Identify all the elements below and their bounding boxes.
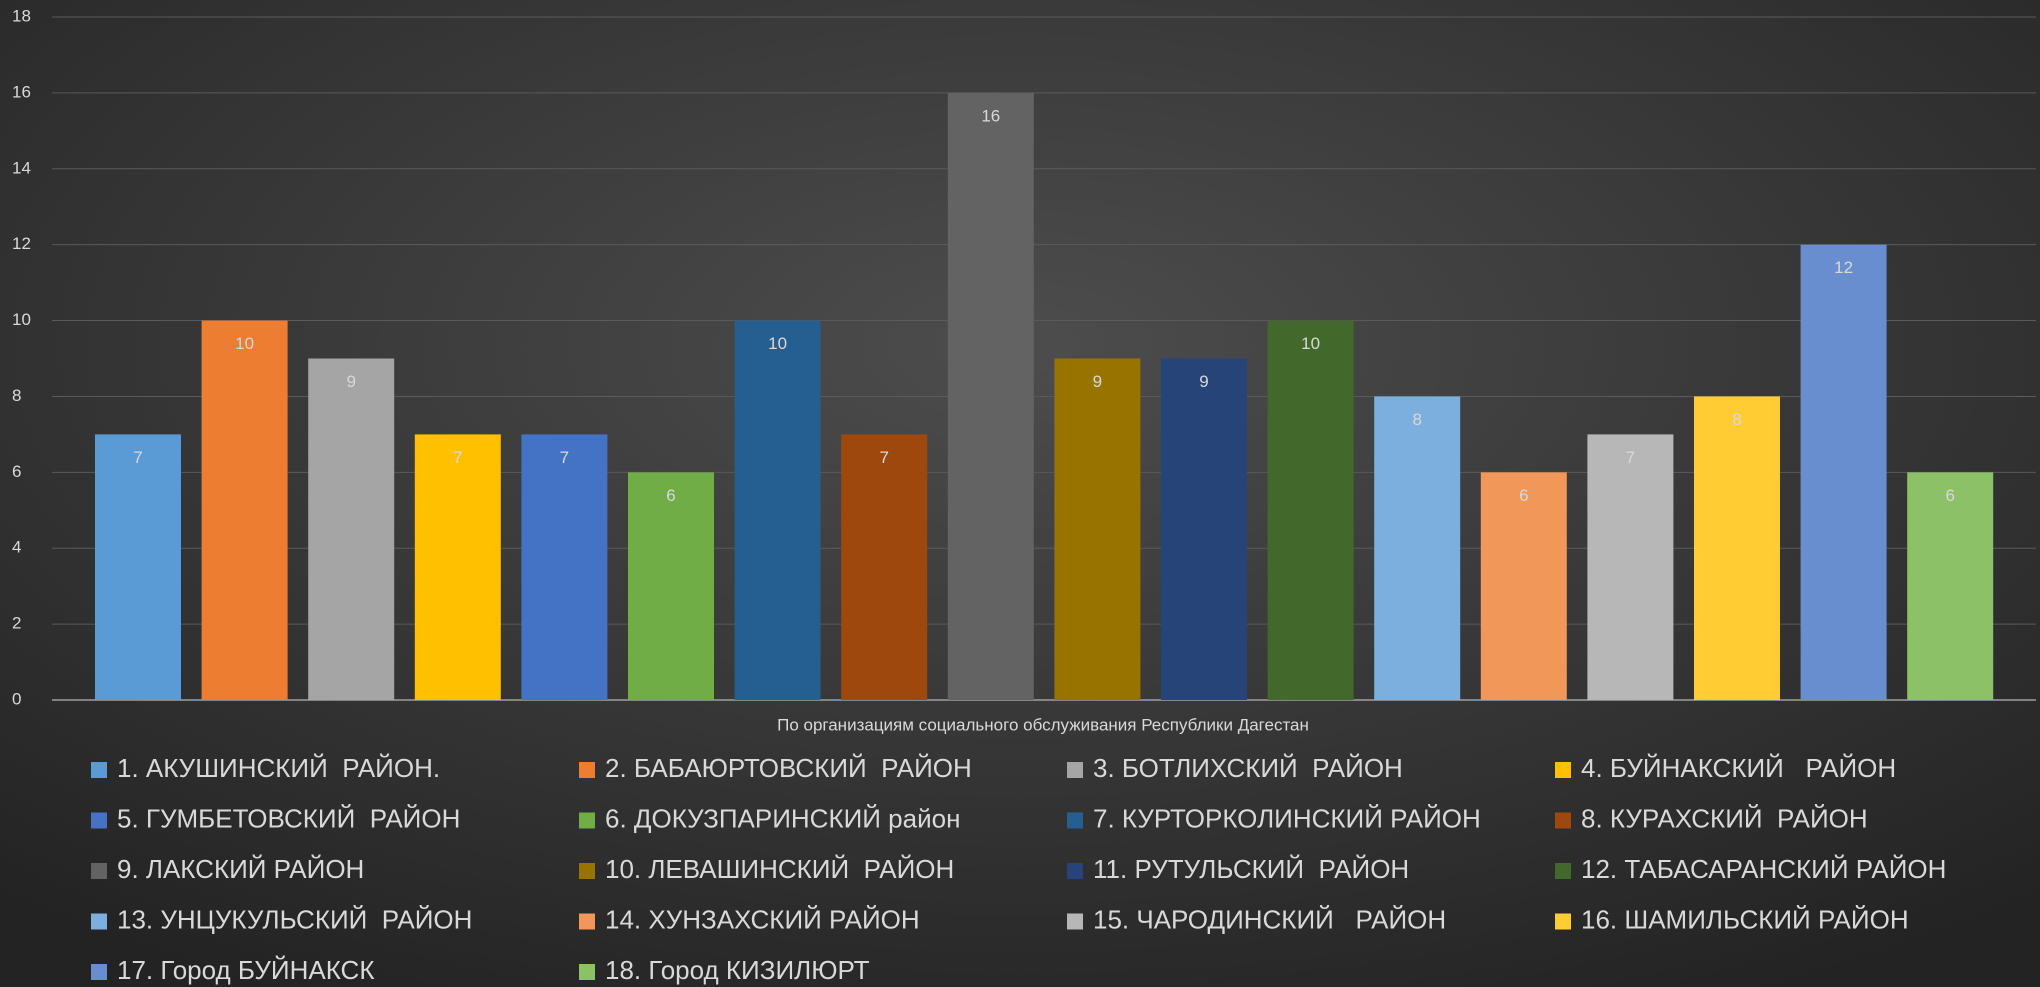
data-label: 8 — [1732, 410, 1741, 429]
data-label: 6 — [1519, 486, 1528, 505]
legend-swatch — [91, 913, 107, 930]
data-label: 9 — [346, 372, 355, 391]
y-tick-label: 16 — [12, 82, 31, 101]
bar — [1587, 434, 1674, 700]
legend-swatch — [1555, 863, 1571, 879]
legend-swatch — [91, 863, 107, 879]
y-tick-label: 6 — [12, 462, 21, 481]
data-label: 16 — [981, 106, 1000, 125]
bar — [1694, 396, 1780, 700]
legend-swatch — [1555, 812, 1571, 829]
legend-label: 8. КУРАХСКИЙ РАЙОН — [1581, 803, 1868, 833]
data-label: 6 — [1945, 486, 1954, 505]
data-label: 7 — [879, 448, 888, 467]
y-tick-label: 2 — [12, 614, 21, 633]
legend-swatch — [1067, 863, 1083, 879]
legend-label: 4. БУЙНАКСКИЙ РАЙОН — [1581, 753, 1896, 783]
legend-label: 17. Город БУЙНАКСК — [117, 955, 374, 985]
legend-swatch — [579, 863, 595, 879]
y-tick-label: 12 — [12, 234, 31, 253]
legend-label: 6. ДОКУЗПАРИНСКИЙ район — [605, 803, 960, 833]
bar — [947, 92, 1034, 700]
legend-label: 9. ЛАКСКИЙ РАЙОН — [117, 854, 364, 884]
bar — [1800, 244, 1887, 700]
data-label: 9 — [1093, 372, 1102, 391]
data-label: 10 — [235, 334, 254, 353]
bar — [734, 320, 821, 700]
legend-swatch — [579, 812, 595, 829]
legend-label: 13. УНЦУКУЛЬСКИЙ РАЙОН — [117, 904, 472, 934]
data-label: 9 — [1199, 372, 1208, 391]
legend-label: 18. Город КИЗИЛЮРТ — [605, 955, 870, 985]
data-label: 10 — [768, 334, 787, 353]
legend-swatch — [1555, 913, 1571, 930]
bar — [841, 434, 928, 700]
legend-swatch — [91, 812, 107, 829]
y-tick-label: 14 — [12, 158, 31, 177]
y-tick-label: 0 — [12, 689, 21, 708]
legend-label: 1. АКУШИНСКИЙ РАЙОН. — [117, 753, 440, 783]
data-label: 10 — [1301, 334, 1320, 353]
data-label: 12 — [1834, 258, 1853, 277]
data-label: 8 — [1412, 410, 1421, 429]
bar — [1054, 358, 1141, 700]
legend-label: 7. КУРТОРКОЛИНСКИЙ РАЙОН — [1093, 803, 1481, 833]
y-tick-label: 4 — [12, 538, 21, 557]
bar — [521, 434, 608, 700]
legend-label: 12. ТАБАСАРАНСКИЙ РАЙОН — [1581, 854, 1946, 884]
legend-label: 2. БАБАЮРТОВСКИЙ РАЙОН — [605, 753, 972, 783]
y-tick-label: 10 — [12, 310, 31, 329]
bar — [1267, 320, 1354, 700]
legend-label: 3. БОТЛИХСКИЙ РАЙОН — [1093, 753, 1403, 783]
data-label: 7 — [133, 448, 142, 467]
legend-swatch — [579, 913, 595, 930]
legend-label: 11. РУТУЛЬСКИЙ РАЙОН — [1093, 854, 1409, 884]
bar — [95, 434, 181, 700]
legend-label: 15. ЧАРОДИНСКИЙ РАЙОН — [1093, 904, 1446, 934]
category-label: По организациям социального обслуживания… — [777, 715, 1309, 734]
data-label: 7 — [453, 448, 462, 467]
y-tick-label: 8 — [12, 386, 21, 405]
legend-label: 14. ХУНЗАХСКИЙ РАЙОН — [605, 904, 920, 934]
legend-label: 5. ГУМБЕТОВСКИЙ РАЙОН — [117, 803, 460, 833]
legend-swatch — [91, 964, 107, 980]
legend-swatch — [1067, 913, 1083, 930]
data-label: 7 — [1626, 448, 1635, 467]
bar — [414, 434, 501, 700]
bar — [201, 320, 288, 700]
legend-swatch — [91, 762, 107, 778]
bar — [1161, 358, 1247, 700]
bar — [1480, 472, 1567, 700]
legend-swatch — [579, 762, 595, 778]
legend-label: 16. ШАМИЛЬСКИЙ РАЙОН — [1581, 904, 1909, 934]
bar — [628, 472, 714, 700]
y-tick-label: 18 — [12, 6, 31, 25]
legend-swatch — [1067, 812, 1083, 829]
bar — [308, 358, 395, 700]
bar — [1374, 396, 1461, 700]
legend-swatch — [1067, 762, 1083, 778]
bar — [1907, 472, 1994, 700]
legend-swatch — [1555, 762, 1571, 778]
data-label: 7 — [560, 448, 569, 467]
legend-swatch — [579, 964, 595, 980]
data-label: 6 — [666, 486, 675, 505]
legend-label: 10. ЛЕВАШИНСКИЙ РАЙОН — [605, 854, 954, 884]
